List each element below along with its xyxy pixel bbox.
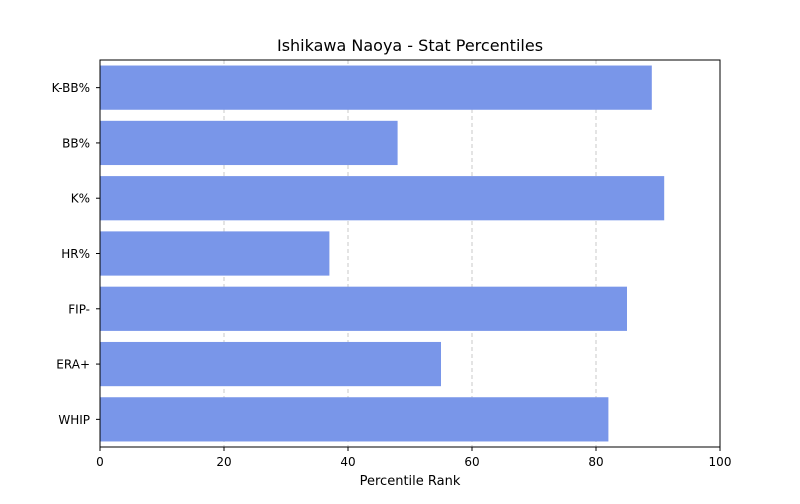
bar xyxy=(100,176,665,221)
x-tick-label: 100 xyxy=(709,455,732,469)
y-tick-label: K% xyxy=(71,192,90,206)
x-tick-label: 0 xyxy=(96,455,104,469)
x-axis: 0 20 40 60 80 100 xyxy=(96,447,731,469)
x-tick-label: 40 xyxy=(340,455,355,469)
x-tick-label: 80 xyxy=(588,455,603,469)
bar xyxy=(100,65,652,110)
x-tick-label: 60 xyxy=(464,455,479,469)
y-tick-label: K-BB% xyxy=(52,81,90,95)
bars xyxy=(100,65,665,442)
y-tick-label: BB% xyxy=(62,136,90,150)
bar xyxy=(100,120,398,166)
bar xyxy=(100,397,609,442)
bar xyxy=(100,286,627,331)
x-axis-label: Percentile Rank xyxy=(360,474,461,489)
y-tick-label: ERA+ xyxy=(56,358,90,372)
bar xyxy=(100,231,330,276)
y-tick-label: FIP- xyxy=(68,302,90,316)
y-tick-label: WHIP xyxy=(58,413,90,427)
x-tick-label: 20 xyxy=(216,455,231,469)
bar xyxy=(100,341,441,387)
y-tick-label: HR% xyxy=(61,247,90,261)
y-axis: K-BB% BB% K% HR% FIP- ERA+ WHIP xyxy=(52,81,100,427)
chart-title: Ishikawa Naoya - Stat Percentiles xyxy=(277,36,543,55)
